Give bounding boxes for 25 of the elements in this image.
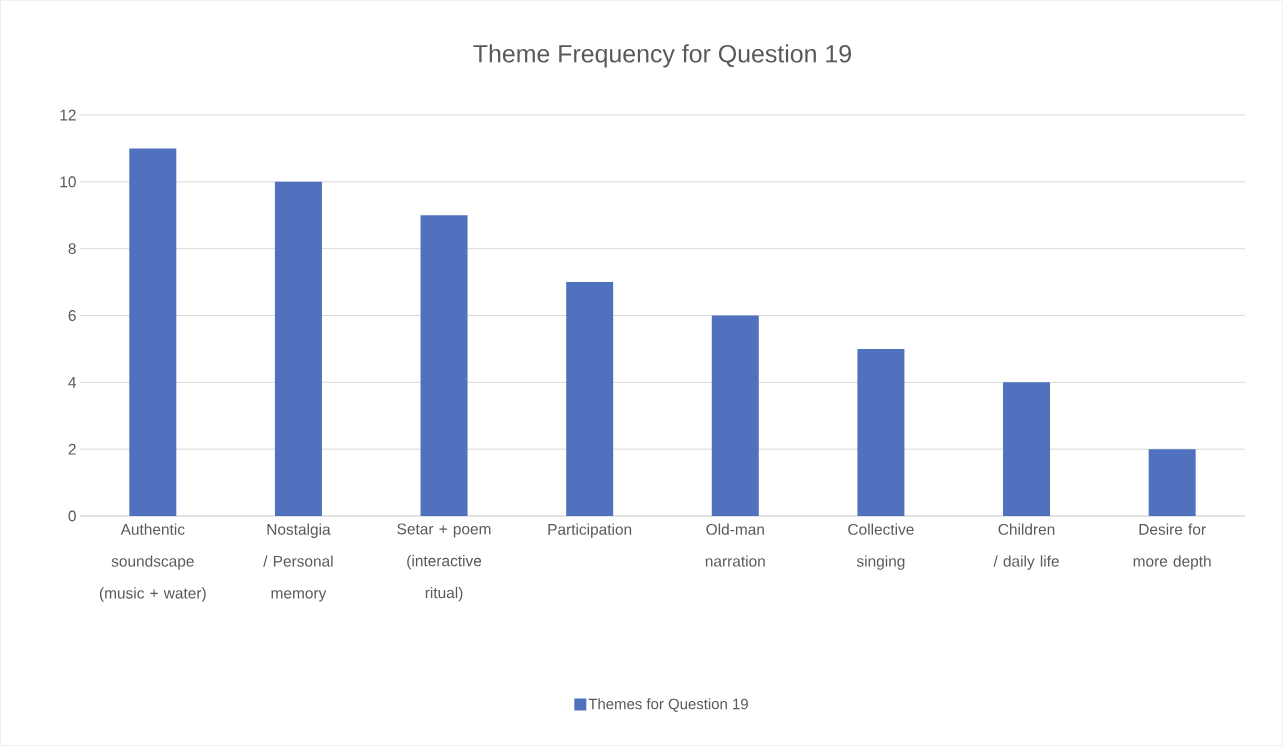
bar xyxy=(129,148,177,516)
y-tick-label: 6 xyxy=(68,310,76,321)
x-tick-label: Setar + poem (interactive ritual) xyxy=(397,523,491,602)
bar xyxy=(1148,449,1196,516)
x-tick-label: Participation xyxy=(548,523,632,538)
bar xyxy=(1003,382,1051,516)
category-label: Children / daily life xyxy=(993,523,1059,570)
y-tick-label: 2 xyxy=(68,443,76,455)
bar xyxy=(274,181,322,516)
y-tick-label: 12 xyxy=(60,109,76,121)
legend-label: Themes for Question 19 xyxy=(588,698,748,712)
bar xyxy=(420,215,468,516)
bar xyxy=(566,282,614,516)
category-label: Collective singing xyxy=(848,523,914,570)
chart-title: Theme Frequency for Question 19 xyxy=(473,44,851,68)
y-tick-label: 4 xyxy=(68,377,77,388)
y-tick-label: 10 xyxy=(60,176,76,188)
category-label: Nostalgia / Personal memory xyxy=(263,523,333,602)
bar xyxy=(857,348,905,516)
y-tick-label: 0 xyxy=(68,510,76,522)
bar xyxy=(711,315,759,516)
y-tick-label: 8 xyxy=(68,243,76,255)
category-label: Old-man narration xyxy=(705,523,765,567)
category-label: Authentic soundscape (music + water) xyxy=(99,523,206,602)
category-label: Desire for more depth xyxy=(1133,523,1211,570)
